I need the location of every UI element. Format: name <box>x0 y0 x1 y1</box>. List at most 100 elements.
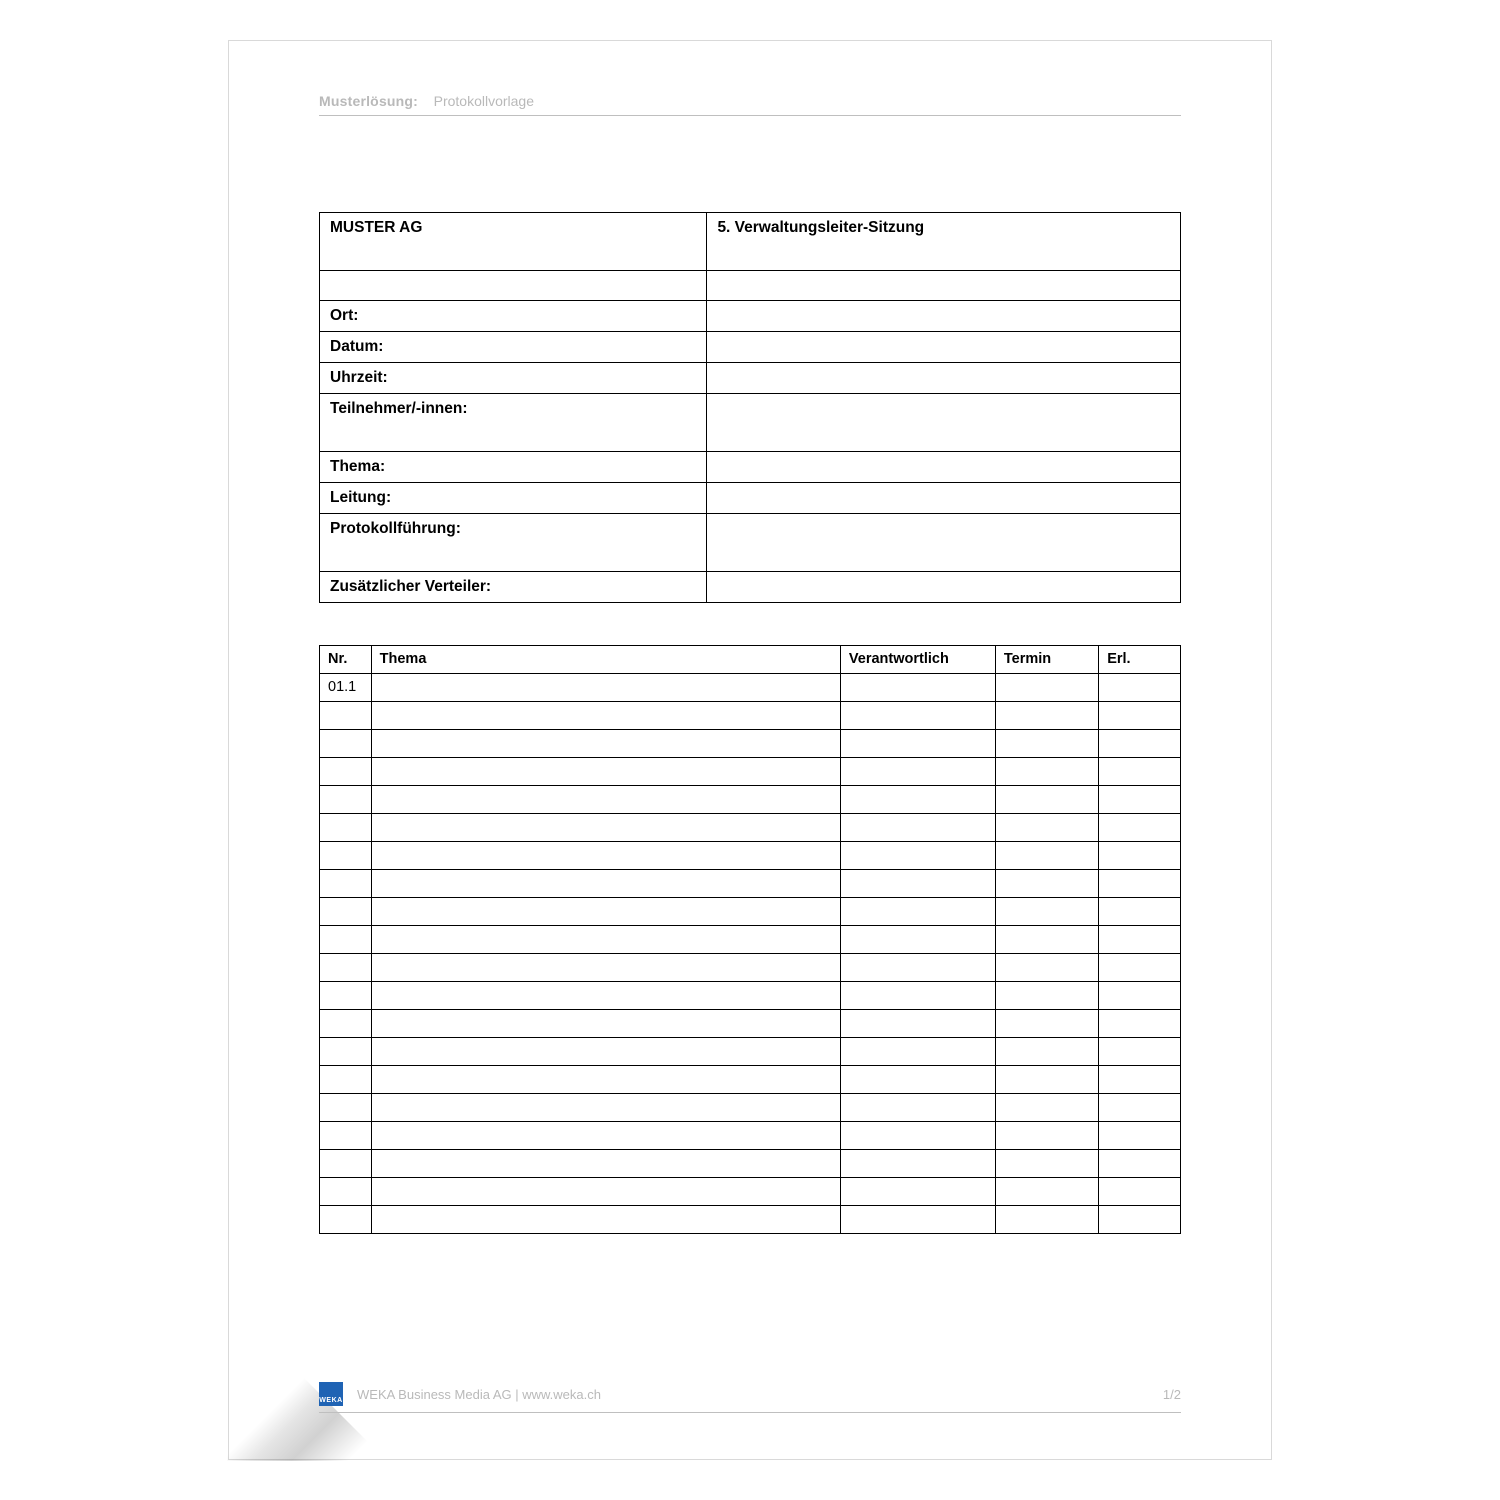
agenda-cell <box>840 1010 995 1038</box>
agenda-cell <box>320 758 372 786</box>
agenda-cell <box>1099 814 1181 842</box>
agenda-cell <box>1099 702 1181 730</box>
agenda-cell <box>840 1066 995 1094</box>
agenda-cell <box>371 758 840 786</box>
agenda-cell <box>320 842 372 870</box>
agenda-cell <box>995 1178 1098 1206</box>
info-cell-value <box>707 572 1181 603</box>
agenda-cell <box>840 730 995 758</box>
agenda-row <box>320 842 1181 870</box>
info-cell-value <box>707 332 1181 363</box>
info-cell-label: Teilnehmer/-innen: <box>320 394 707 452</box>
agenda-cell <box>320 702 372 730</box>
info-cell-value <box>707 363 1181 394</box>
footer-page-number: 1/2 <box>1163 1387 1181 1402</box>
doc-footer-rule <box>319 1412 1181 1413</box>
agenda-cell <box>320 926 372 954</box>
agenda-row: 01.1 <box>320 674 1181 702</box>
info-row: Zusätzlicher Verteiler: <box>320 572 1181 603</box>
agenda-cell <box>320 730 372 758</box>
agenda-cell <box>371 814 840 842</box>
agenda-row <box>320 702 1181 730</box>
page-curl-shadow <box>227 1301 387 1461</box>
agenda-cell <box>995 814 1098 842</box>
info-cell-label: Uhrzeit: <box>320 363 707 394</box>
agenda-cell <box>840 1122 995 1150</box>
agenda-cell <box>995 786 1098 814</box>
agenda-cell <box>371 1066 840 1094</box>
agenda-cell <box>371 1010 840 1038</box>
agenda-cell <box>371 1094 840 1122</box>
agenda-cell <box>371 1178 840 1206</box>
doc-header: Musterlösung: Protokollvorlage <box>319 93 1181 113</box>
agenda-cell <box>1099 1122 1181 1150</box>
info-cell-value <box>707 394 1181 452</box>
info-cell-value: 5. Verwaltungsleiter-Sitzung <box>707 213 1181 271</box>
agenda-cell <box>995 898 1098 926</box>
info-row: Datum: <box>320 332 1181 363</box>
agenda-row <box>320 870 1181 898</box>
agenda-cell <box>840 1150 995 1178</box>
agenda-cell <box>995 1150 1098 1178</box>
agenda-cell <box>1099 1094 1181 1122</box>
agenda-row <box>320 1066 1181 1094</box>
agenda-cell <box>320 898 372 926</box>
agenda-header-row: Nr. Thema Verantwortlich Termin Erl. <box>320 646 1181 674</box>
document-page: Musterlösung: Protokollvorlage MUSTER AG… <box>228 40 1272 1460</box>
info-cell-value <box>707 452 1181 483</box>
agenda-cell <box>1099 1066 1181 1094</box>
agenda-cell <box>840 786 995 814</box>
info-row: Uhrzeit: <box>320 363 1181 394</box>
info-row: Protokollführung: <box>320 514 1181 572</box>
agenda-cell <box>320 1150 372 1178</box>
agenda-cell <box>320 1122 372 1150</box>
agenda-cell <box>320 1206 372 1234</box>
agenda-cell <box>1099 1150 1181 1178</box>
agenda-row <box>320 1094 1181 1122</box>
agenda-cell <box>371 842 840 870</box>
info-cell-label <box>320 271 707 301</box>
agenda-cell <box>371 1150 840 1178</box>
doc-footer: WEKA WEKA Business Media AG | www.weka.c… <box>319 1382 1181 1413</box>
footer-publisher: WEKA Business Media AG | www.weka.ch <box>357 1387 601 1402</box>
info-cell-label: Protokollführung: <box>320 514 707 572</box>
agenda-cell <box>320 954 372 982</box>
info-cell-label: Leitung: <box>320 483 707 514</box>
info-row <box>320 271 1181 301</box>
agenda-col-verantwortlich: Verantwortlich <box>840 646 995 674</box>
agenda-row <box>320 1206 1181 1234</box>
agenda-row <box>320 982 1181 1010</box>
agenda-cell <box>840 758 995 786</box>
agenda-cell <box>995 758 1098 786</box>
agenda-cell <box>995 926 1098 954</box>
info-cell-label: Zusätzlicher Verteiler: <box>320 572 707 603</box>
agenda-cell: 01.1 <box>320 674 372 702</box>
agenda-row <box>320 758 1181 786</box>
agenda-row <box>320 1122 1181 1150</box>
agenda-cell <box>1099 758 1181 786</box>
agenda-row <box>320 814 1181 842</box>
agenda-cell <box>320 1094 372 1122</box>
agenda-cell <box>840 674 995 702</box>
agenda-cell <box>371 898 840 926</box>
agenda-cell <box>1099 1038 1181 1066</box>
agenda-row <box>320 898 1181 926</box>
agenda-cell <box>995 730 1098 758</box>
agenda-row <box>320 786 1181 814</box>
agenda-cell <box>1099 982 1181 1010</box>
doc-header-label-bold: Musterlösung: <box>319 93 418 109</box>
agenda-cell <box>995 1206 1098 1234</box>
agenda-cell <box>320 1038 372 1066</box>
agenda-cell <box>995 702 1098 730</box>
agenda-row <box>320 926 1181 954</box>
agenda-cell <box>995 1038 1098 1066</box>
agenda-col-termin: Termin <box>995 646 1098 674</box>
agenda-row <box>320 1150 1181 1178</box>
agenda-cell <box>320 1066 372 1094</box>
agenda-cell <box>995 954 1098 982</box>
agenda-cell <box>320 786 372 814</box>
agenda-row <box>320 730 1181 758</box>
agenda-cell <box>371 702 840 730</box>
info-cell-label: Ort: <box>320 301 707 332</box>
agenda-cell <box>840 898 995 926</box>
